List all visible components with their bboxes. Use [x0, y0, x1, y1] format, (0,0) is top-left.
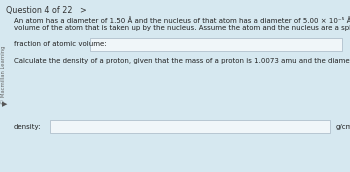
Text: Calculate the density of a proton, given that the mass of a proton is 1.0073 amu: Calculate the density of a proton, given…: [14, 57, 350, 64]
Text: g/cm³: g/cm³: [336, 123, 350, 130]
Text: fraction of atomic volume:: fraction of atomic volume:: [14, 41, 107, 47]
FancyBboxPatch shape: [50, 120, 330, 133]
Text: volume of the atom that is taken up by the nucleus. Assume the atom and the nucl: volume of the atom that is taken up by t…: [14, 25, 350, 31]
Text: density:: density:: [14, 123, 42, 130]
Text: ▶: ▶: [2, 101, 8, 107]
Text: An atom has a diameter of 1.50 Å and the nucleus of that atom has a diameter of : An atom has a diameter of 1.50 Å and the…: [14, 17, 350, 24]
Text: © Macmillan Learning: © Macmillan Learning: [1, 46, 6, 104]
FancyBboxPatch shape: [90, 38, 342, 51]
Text: Question 4 of 22   >: Question 4 of 22 >: [6, 6, 87, 15]
